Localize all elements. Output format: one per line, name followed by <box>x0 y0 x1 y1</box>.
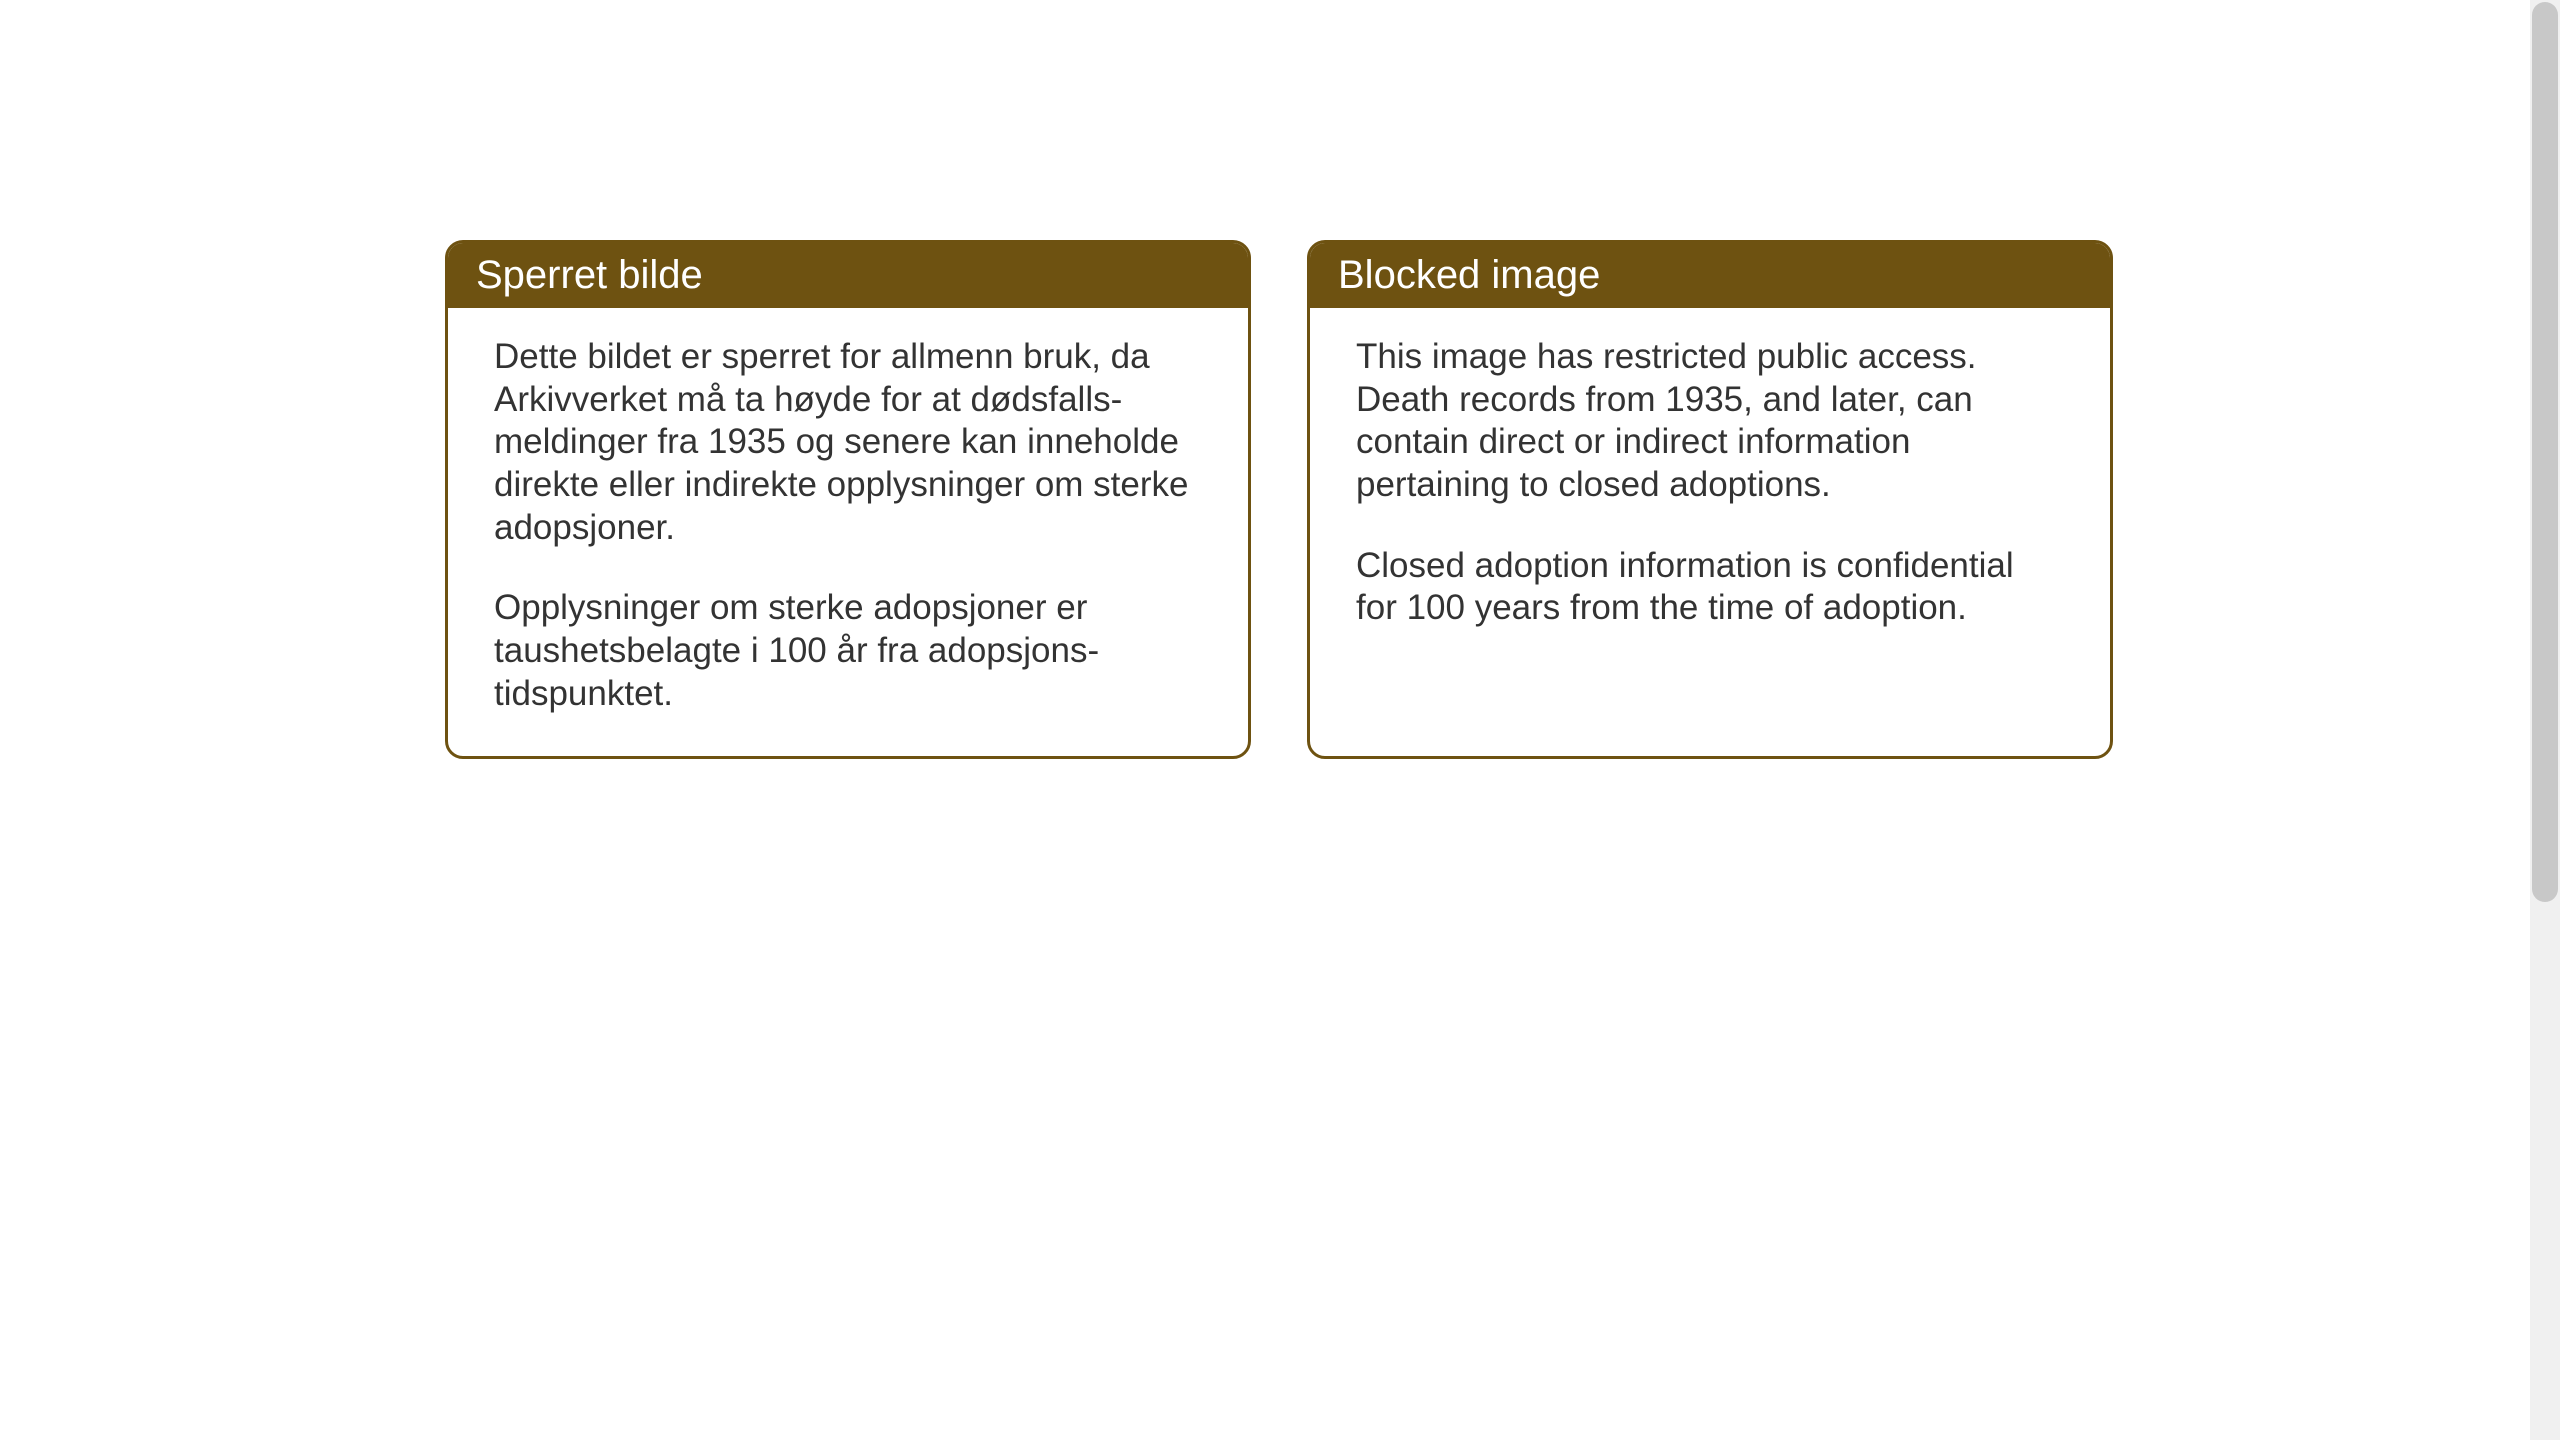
scrollbar-thumb[interactable] <box>2532 2 2558 902</box>
scrollbar-track[interactable] <box>2530 0 2560 1440</box>
card-body-english: This image has restricted public access.… <box>1310 308 2110 670</box>
card-title-english: Blocked image <box>1338 253 1600 297</box>
card-paragraph-1-english: This image has restricted public access.… <box>1356 336 2064 507</box>
card-paragraph-2-norwegian: Opplysninger om sterke adopsjoner er tau… <box>494 587 1202 715</box>
notice-card-english: Blocked image This image has restricted … <box>1307 240 2113 759</box>
card-title-norwegian: Sperret bilde <box>476 253 703 297</box>
card-paragraph-2-english: Closed adoption information is confident… <box>1356 545 2064 630</box>
card-header-norwegian: Sperret bilde <box>448 243 1248 308</box>
card-header-english: Blocked image <box>1310 243 2110 308</box>
notice-container: Sperret bilde Dette bildet er sperret fo… <box>445 240 2113 759</box>
card-paragraph-1-norwegian: Dette bildet er sperret for allmenn bruk… <box>494 336 1202 549</box>
notice-card-norwegian: Sperret bilde Dette bildet er sperret fo… <box>445 240 1251 759</box>
card-body-norwegian: Dette bildet er sperret for allmenn bruk… <box>448 308 1248 756</box>
